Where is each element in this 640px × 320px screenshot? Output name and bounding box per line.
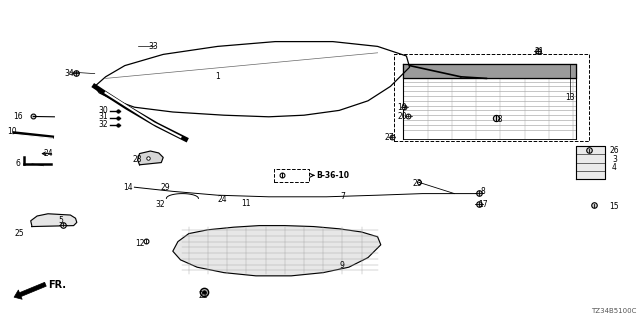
Bar xyxy=(274,169,309,182)
Text: 9: 9 xyxy=(340,261,345,270)
Text: 16: 16 xyxy=(13,112,23,121)
Text: 5: 5 xyxy=(58,216,63,225)
Polygon shape xyxy=(31,214,77,227)
Text: 6: 6 xyxy=(15,159,20,168)
Text: 3: 3 xyxy=(612,156,617,164)
Text: 27: 27 xyxy=(384,133,394,142)
Text: TZ34B5100C: TZ34B5100C xyxy=(591,308,637,314)
Text: 13: 13 xyxy=(564,93,575,102)
Text: 33: 33 xyxy=(148,42,159,51)
Text: 14: 14 xyxy=(123,183,133,192)
Text: 29: 29 xyxy=(160,183,170,192)
Text: 21: 21 xyxy=(534,47,543,56)
Text: 15: 15 xyxy=(609,202,620,211)
Text: FR.: FR. xyxy=(48,280,66,291)
Text: 24: 24 xyxy=(218,196,228,204)
Text: 10: 10 xyxy=(6,127,17,136)
Text: 28: 28 xyxy=(133,156,142,164)
Text: 1: 1 xyxy=(215,72,220,81)
Text: 17: 17 xyxy=(478,200,488,209)
Text: 11: 11 xyxy=(242,199,251,208)
Text: 4: 4 xyxy=(612,164,617,172)
Text: 22: 22 xyxy=(199,291,208,300)
Polygon shape xyxy=(173,226,381,276)
Polygon shape xyxy=(576,146,605,179)
Text: 30: 30 xyxy=(99,106,109,115)
Text: 23: 23 xyxy=(412,179,422,188)
Text: 34: 34 xyxy=(64,69,74,78)
Bar xyxy=(394,54,589,141)
Text: 32: 32 xyxy=(155,200,165,209)
Polygon shape xyxy=(138,151,163,165)
Text: 7: 7 xyxy=(340,192,345,201)
Text: 32: 32 xyxy=(99,120,109,129)
Polygon shape xyxy=(403,64,576,78)
Text: 12: 12 xyxy=(135,239,144,248)
Text: 18: 18 xyxy=(493,116,502,124)
Text: 20: 20 xyxy=(397,112,407,121)
Text: 25: 25 xyxy=(14,229,24,238)
Text: 24: 24 xyxy=(43,149,53,158)
Text: 19: 19 xyxy=(397,103,407,112)
Text: 31: 31 xyxy=(99,112,109,121)
Text: 26: 26 xyxy=(609,146,620,155)
Text: 8: 8 xyxy=(481,188,486,196)
Text: B-36-10: B-36-10 xyxy=(316,171,349,180)
